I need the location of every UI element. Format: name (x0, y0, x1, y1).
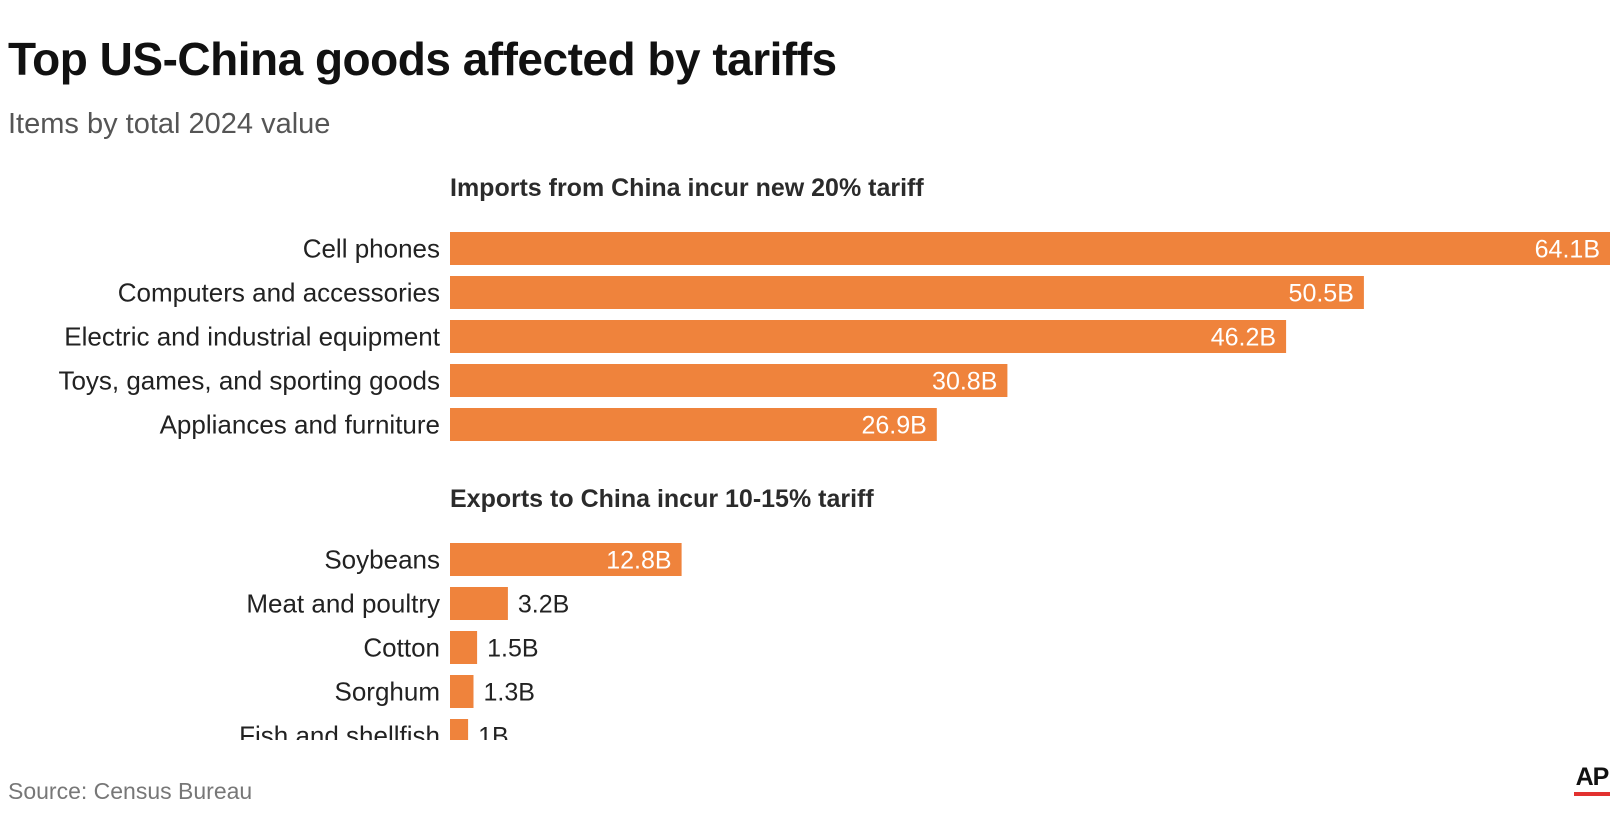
bar (450, 587, 508, 620)
section-title: Exports to China incur 10-15% tariff (450, 485, 874, 513)
ap-logo-underline (1574, 792, 1610, 796)
chart-subtitle: Items by total 2024 value (8, 108, 331, 140)
category-label: Cell phones (303, 234, 440, 264)
data-label: 46.2B (1211, 324, 1276, 352)
data-label: 3.2B (518, 591, 569, 619)
ap-logo-text: AP (1575, 763, 1610, 791)
bar (450, 276, 1364, 309)
section-title: Imports from China incur new 20% tariff (450, 174, 924, 202)
bar (450, 408, 937, 441)
ap-logo: AP (1574, 764, 1610, 796)
bar (450, 232, 1610, 265)
category-label: Computers and accessories (118, 278, 440, 308)
category-label: Toys, games, and sporting goods (58, 366, 440, 396)
bar (450, 719, 469, 740)
source-note: Source: Census Bureau (8, 778, 253, 804)
category-label: Sorghum (335, 677, 441, 707)
category-label: Soybeans (324, 545, 440, 575)
chart-title: Top US-China goods affected by tariffs (8, 33, 837, 85)
category-label: Meat and poultry (246, 589, 440, 619)
data-label: 26.9B (861, 412, 926, 440)
bar (450, 543, 682, 576)
data-label: 1.5B (487, 635, 538, 663)
data-label: 1B (478, 723, 509, 741)
category-label: Appliances and furniture (160, 410, 440, 440)
bar (450, 631, 478, 664)
data-label: 12.8B (606, 547, 671, 575)
data-label: 30.8B (932, 368, 997, 396)
bar-chart: Imports from China incur new 20% tariff C… (58, 174, 1610, 741)
bar (450, 364, 1008, 397)
data-label: 1.3B (484, 679, 535, 707)
data-label: 50.5B (1289, 280, 1354, 308)
category-label: Fish and shellfish (239, 721, 440, 741)
category-label: Electric and industrial equipment (64, 322, 441, 352)
bar (450, 675, 474, 708)
bar (450, 320, 1287, 353)
data-label: 64.1B (1535, 236, 1600, 264)
category-label: Cotton (363, 633, 440, 663)
